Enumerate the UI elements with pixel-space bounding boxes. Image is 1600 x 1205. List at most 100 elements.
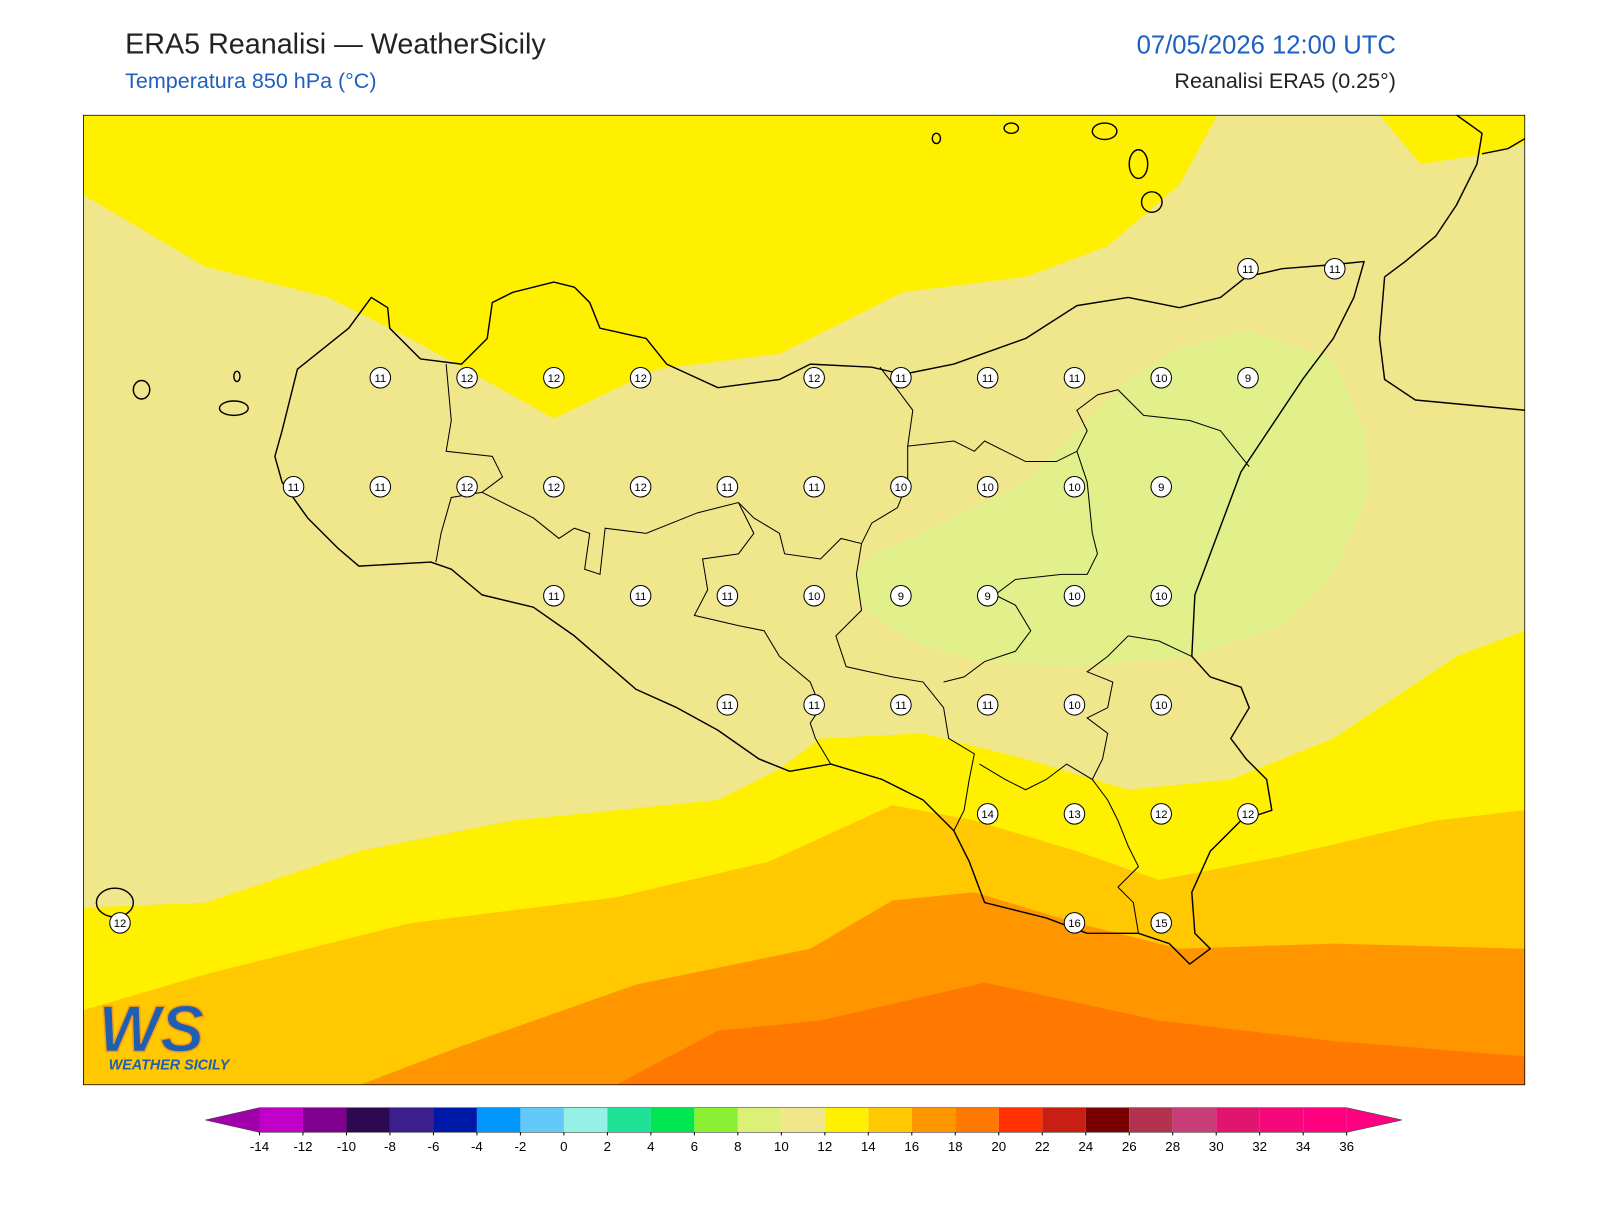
province-border (943, 451, 1098, 683)
point-value: 11 (635, 591, 647, 603)
source: Reanalisi ERA5 (0.25°) (1174, 69, 1395, 93)
colorbar-segment (1303, 1107, 1347, 1133)
point-value: 11 (982, 373, 994, 385)
datetime: 07/05/2026 12:00 UTC (1137, 31, 1396, 59)
point-value: 11 (808, 482, 820, 494)
point-marker (976, 366, 999, 389)
colorbar-tick-label: 4 (647, 1139, 655, 1154)
colorbar-tick-label: 12 (817, 1139, 832, 1154)
point-marker (282, 476, 305, 498)
point-value: 12 (461, 373, 474, 385)
colorbar-segment (781, 1107, 825, 1133)
point-marker (543, 585, 565, 607)
point-value: 10 (895, 482, 908, 494)
point-value: 11 (1069, 373, 1081, 385)
colorbar-segment (694, 1107, 738, 1133)
island (218, 400, 249, 417)
province-border (481, 366, 914, 576)
point-value: 10 (1155, 591, 1168, 603)
colorbar-segment (911, 1107, 956, 1133)
point-value: 9 (898, 591, 904, 603)
title: ERA5 Reanalisi — WeatherSicily (125, 28, 546, 60)
colorbar-extend-high (1346, 1107, 1403, 1133)
island (1003, 122, 1020, 135)
point-value: 12 (548, 373, 561, 385)
map (83, 114, 1526, 1086)
point-value: 10 (1068, 700, 1081, 712)
island (1128, 149, 1149, 180)
province-border (693, 502, 832, 765)
island (132, 379, 151, 400)
point-value: 11 (808, 700, 820, 712)
province-border (907, 389, 1250, 467)
logo-name: WEATHER SICILY (109, 1058, 231, 1074)
colorbar-segment (259, 1107, 303, 1133)
calabria-coastline (1378, 114, 1526, 411)
point-marker (1063, 803, 1086, 825)
point-value: 9 (1158, 482, 1164, 494)
point-marker (629, 585, 652, 607)
point-value: 12 (634, 482, 647, 494)
island (1091, 122, 1118, 141)
point-value: 15 (1155, 918, 1168, 930)
point-value: 9 (1245, 373, 1251, 385)
island (1140, 191, 1163, 214)
contour-18-20 (615, 982, 1526, 1086)
province-border (1091, 779, 1140, 934)
point-value: 11 (288, 482, 300, 494)
point-value: 11 (722, 700, 734, 712)
point-marker (369, 366, 392, 389)
logo: WS WEATHER SICILY (98, 992, 231, 1074)
point-value: 11 (722, 482, 734, 494)
point-marker (629, 366, 652, 389)
point-marker (456, 366, 478, 389)
point-value: 12 (634, 373, 647, 385)
province-border (835, 543, 975, 831)
colorbar-tick-label: -6 (428, 1139, 440, 1154)
colorbar-segment (1172, 1107, 1217, 1133)
colorbar-tick-label: -4 (471, 1139, 483, 1154)
colorbar-segment (737, 1107, 782, 1133)
colorbar-segment (955, 1107, 999, 1133)
point-value: 10 (1068, 482, 1081, 494)
point-marker (1150, 694, 1172, 716)
calabria-coastline (1481, 137, 1526, 155)
point-value: 12 (808, 373, 821, 385)
colorbar-tick-label: 32 (1252, 1139, 1267, 1154)
point-marker (1063, 585, 1086, 607)
point-marker (976, 476, 999, 498)
point-marker (1237, 366, 1259, 389)
point-marker (890, 694, 912, 716)
colorbar-segment (998, 1107, 1043, 1133)
colorbar-tick-label: 10 (774, 1139, 789, 1154)
colorbar-tick-label: -14 (250, 1139, 270, 1154)
point-value: 10 (808, 591, 821, 603)
point-marker (1063, 366, 1086, 389)
colorbar-tick-label: 20 (991, 1139, 1006, 1154)
point-marker (456, 476, 478, 498)
colorbar-segment (1129, 1107, 1173, 1133)
point-marker (716, 694, 739, 716)
colorbar-tick-label: 30 (1209, 1139, 1224, 1154)
point-marker (1150, 803, 1172, 825)
colorbar-segment (433, 1107, 477, 1133)
point-value: 10 (1155, 700, 1168, 712)
point-value: 10 (1155, 373, 1168, 385)
colorbar-tick-label: -8 (384, 1139, 396, 1154)
point-value: 10 (981, 482, 994, 494)
point-value: 10 (1068, 591, 1081, 603)
colorbar-tick-label: 16 (904, 1139, 919, 1154)
colorbar-tick-label: 28 (1165, 1139, 1180, 1154)
point-marker (1237, 803, 1259, 825)
island (233, 370, 241, 383)
point-marker (1150, 912, 1172, 934)
point-marker (803, 366, 825, 389)
point-marker (369, 476, 392, 498)
point-value: 12 (114, 918, 127, 930)
colorbar-segment (824, 1107, 869, 1133)
point-marker (1150, 585, 1172, 607)
point-marker (543, 476, 565, 498)
point-value: 11 (895, 700, 907, 712)
